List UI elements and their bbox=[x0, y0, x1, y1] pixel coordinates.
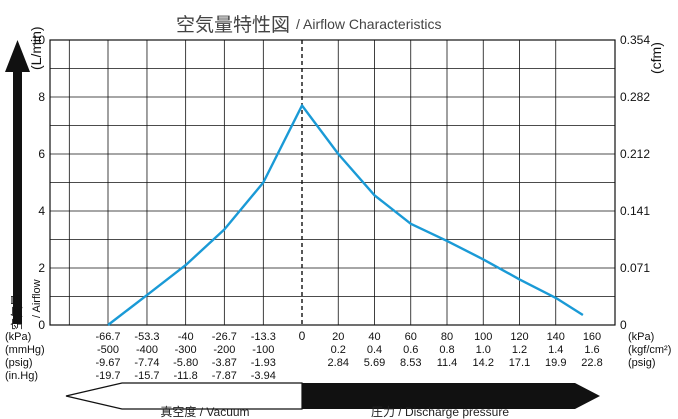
vacuum-unit-label: (in.Hg) bbox=[5, 370, 38, 382]
pressure-tick-label: 60 bbox=[405, 331, 417, 343]
y-right-tick-label: 0.212 bbox=[620, 147, 650, 161]
vacuum-tick-label: -9.67 bbox=[95, 357, 120, 369]
y-right-tick-label: 0.071 bbox=[620, 261, 650, 275]
pressure-unit-label: (kgf/cm²) bbox=[628, 344, 671, 356]
series-group bbox=[107, 104, 584, 326]
y-left-tick-label: 8 bbox=[38, 90, 45, 104]
y-right-tick-label: 0.282 bbox=[620, 90, 650, 104]
pressure-tick-label: 1.0 bbox=[476, 344, 491, 356]
vacuum-tick-label: -7.74 bbox=[134, 357, 159, 369]
y-left-tick-label: 4 bbox=[38, 204, 45, 218]
pressure-caption: 圧力 / Discharge pressure bbox=[371, 405, 509, 419]
pressure-unit-label: (psig) bbox=[628, 357, 656, 369]
vacuum-tick-label: -7.87 bbox=[212, 370, 237, 382]
plot-frame bbox=[49, 39, 616, 326]
pressure-tick-label: 140 bbox=[547, 331, 565, 343]
pressure-tick-label: 2.84 bbox=[328, 357, 349, 369]
pressure-tick-label: 1.6 bbox=[584, 344, 599, 356]
pressure-tick-label: 100 bbox=[474, 331, 492, 343]
vacuum-tick-label: -200 bbox=[213, 344, 235, 356]
pressure-tick-label: 0.4 bbox=[367, 344, 382, 356]
pressure-unit-label: (kPa) bbox=[628, 331, 654, 343]
pressure-tick-label: 0.2 bbox=[331, 344, 346, 356]
vacuum-tick-label: -66.7 bbox=[95, 331, 120, 343]
vacuum-unit-label: (psig) bbox=[5, 357, 33, 369]
y-left-ticks: 0 2 4 6 8 10 bbox=[32, 33, 46, 332]
vacuum-tick-label: -1.93 bbox=[251, 357, 276, 369]
vacuum-unit-label: (mmHg) bbox=[5, 344, 45, 356]
vacuum-tick-label: -19.7 bbox=[95, 370, 120, 382]
vacuum-tick-label: -15.7 bbox=[134, 370, 159, 382]
vacuum-tick-label: -40 bbox=[178, 331, 194, 343]
pressure-units: (kPa)(kgf/cm²)(psig) bbox=[628, 331, 671, 369]
y-right-ticks: 0 0.071 0.141 0.212 0.282 0.354 bbox=[620, 33, 650, 332]
pressure-tick-label: 17.1 bbox=[509, 357, 530, 369]
side-label-en: / Airflow bbox=[31, 279, 43, 318]
pressure-tick-label: 1.2 bbox=[512, 344, 527, 356]
vacuum-tick-label: -300 bbox=[175, 344, 197, 356]
pressure-tick-label: 40 bbox=[368, 331, 380, 343]
vacuum-tick-label: -11.8 bbox=[174, 370, 198, 382]
vacuum-caption: 真空度 / Vacuum bbox=[160, 404, 249, 419]
y-left-tick-label: 2 bbox=[38, 261, 45, 275]
pressure-tick-label: 22.8 bbox=[581, 357, 602, 369]
vacuum-tick-rows: -66.7 -53.3 -40 -26.7 -13.3-500 -400 -300 -200-… bbox=[95, 331, 275, 382]
zero-tick-label: 0 bbox=[299, 329, 306, 343]
pressure-tick-label: 8.53 bbox=[400, 357, 421, 369]
pressure-tick-label: 19.9 bbox=[545, 357, 566, 369]
vacuum-unit-label: (kPa) bbox=[5, 331, 31, 343]
vacuum-tick-label: -13.3 bbox=[251, 331, 276, 343]
pressure-tick-label: 0.8 bbox=[439, 344, 454, 356]
airflow-up-arrow bbox=[5, 40, 30, 324]
pressure-tick-label: 0.6 bbox=[403, 344, 418, 356]
vacuum-tick-label: -100 bbox=[252, 344, 274, 356]
pressure-tick-label: 80 bbox=[441, 331, 453, 343]
vacuum-units: (kPa)(mmHg)(psig)(in.Hg) bbox=[5, 331, 45, 382]
y-right-tick-label: 0.354 bbox=[620, 33, 650, 47]
chart-title: 空気量特性図 bbox=[176, 14, 290, 36]
pressure-tick-label: 14.2 bbox=[473, 357, 494, 369]
y-left-tick-label: 10 bbox=[32, 33, 46, 47]
pressure-tick-label: 120 bbox=[510, 331, 528, 343]
pressure-tick-rows: 20 40 60 80 100 120 140 160 0.2 0.4 0.6 0.8 1.0 1.2 1.… bbox=[328, 331, 603, 369]
y-right-tick-label: 0.141 bbox=[620, 204, 650, 218]
vacuum-tick-label: -400 bbox=[136, 344, 158, 356]
y-left-tick-label: 0 bbox=[38, 318, 45, 332]
pressure-arrow bbox=[302, 383, 600, 409]
vacuum-tick-label: -53.3 bbox=[134, 331, 159, 343]
pressure-tick-label: 1.4 bbox=[548, 344, 563, 356]
vacuum-tick-label: -3.94 bbox=[251, 370, 276, 382]
chart-subtitle: / Airflow Characteristics bbox=[296, 16, 441, 32]
vacuum-tick-label: -500 bbox=[97, 344, 119, 356]
y-right-tick-label: 0 bbox=[620, 318, 627, 332]
pressure-tick-label: 11.4 bbox=[437, 357, 458, 369]
grid-lines bbox=[50, 39, 615, 326]
vacuum-tick-label: -5.80 bbox=[173, 357, 198, 369]
series-line bbox=[107, 104, 584, 326]
y-left-tick-label: 6 bbox=[38, 147, 45, 161]
y-left-axis-label: (L/min) bbox=[28, 26, 44, 70]
vacuum-tick-label: -26.7 bbox=[212, 331, 237, 343]
pressure-tick-label: 5.69 bbox=[364, 357, 385, 369]
pressure-tick-label: 20 bbox=[332, 331, 344, 343]
pressure-tick-label: 160 bbox=[583, 331, 601, 343]
side-label-jp: 空気量 bbox=[9, 294, 24, 330]
y-right-axis-label: (cfm) bbox=[648, 42, 664, 74]
vacuum-tick-label: -3.87 bbox=[212, 357, 237, 369]
